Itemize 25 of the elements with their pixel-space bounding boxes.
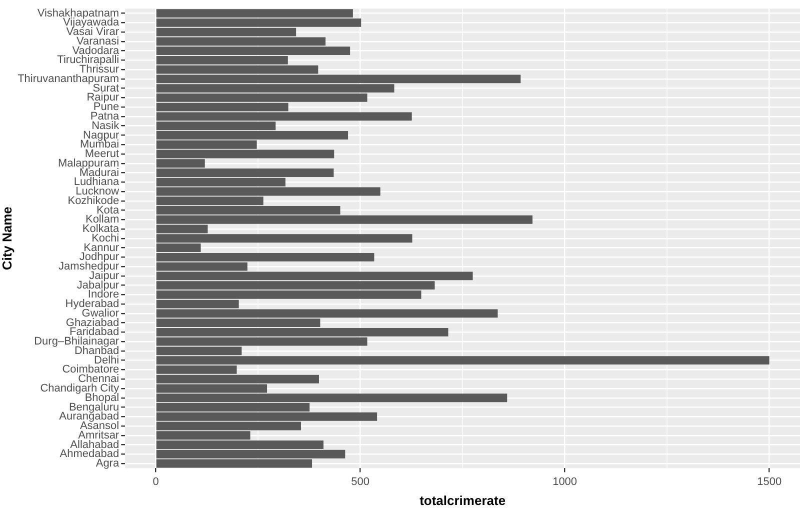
- y-axis-title: City Name: [0, 206, 14, 270]
- y-tick-label: Bengaluru: [68, 401, 120, 414]
- y-tick-label: Kochi: [92, 232, 120, 244]
- x-tick-label: 500: [351, 476, 370, 488]
- y-tick-label: Delhi: [94, 354, 120, 366]
- y-tick-label: Jabalpur: [76, 279, 120, 292]
- x-axis-title: totalcrimerate: [420, 492, 506, 508]
- y-tick-label: Ahmedabad: [60, 448, 120, 460]
- y-tick-label: Surat: [92, 82, 120, 94]
- y-tick-label: Agra: [96, 458, 120, 470]
- y-tick-label: Tiruchirapalli: [57, 54, 120, 66]
- y-tick-label: Vishakhapatnam: [37, 7, 120, 20]
- y-tick-label: Nasik: [92, 120, 120, 132]
- x-tick-label: 0: [152, 476, 159, 488]
- y-tick-label: Jodhpur: [79, 251, 120, 264]
- y-tick-label: Aurangabad: [59, 410, 120, 423]
- x-tick-label: 1000: [552, 476, 578, 488]
- y-tick-label: Mumbai: [80, 138, 120, 151]
- y-tick-label: Kozhikode: [68, 194, 120, 207]
- y-tick-label: Varanasi: [76, 35, 120, 48]
- y-tick-label: Nagpur: [83, 129, 120, 142]
- y-tick-label: Amritsar: [78, 429, 120, 442]
- x-tick-label: 1500: [757, 476, 782, 488]
- y-tick-label: Raipur: [86, 92, 120, 104]
- y-tick-label: Vijayawada: [63, 16, 120, 29]
